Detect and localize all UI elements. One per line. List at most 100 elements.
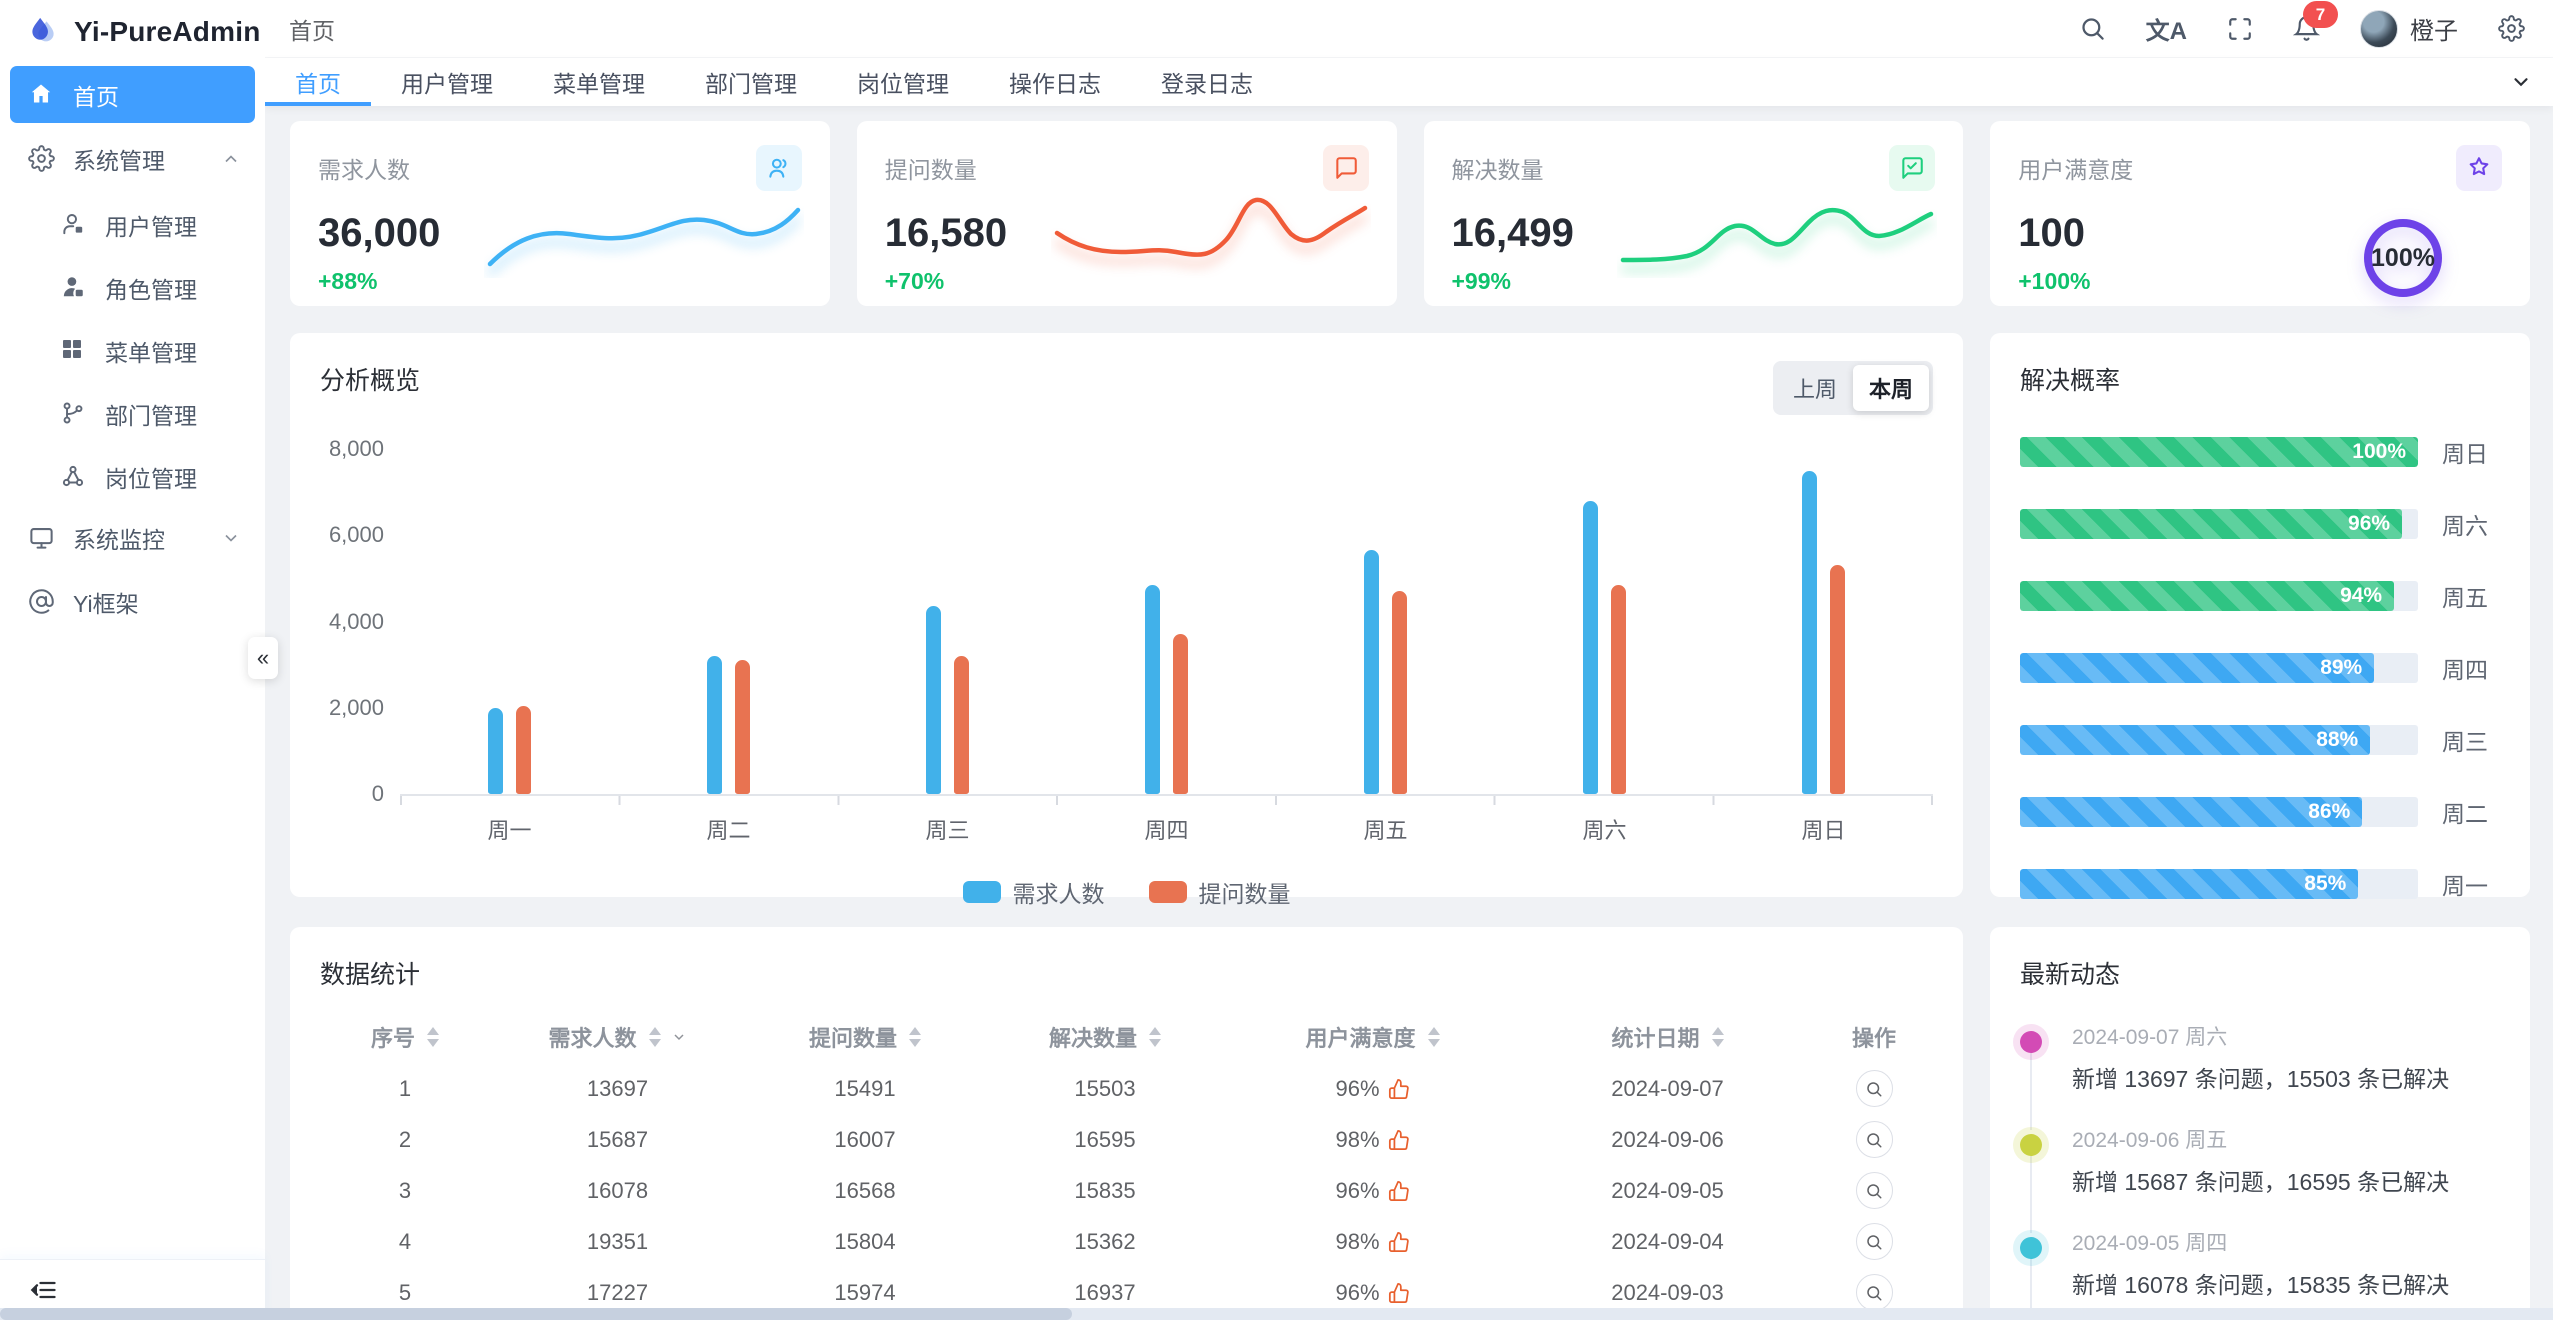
- card-delta: +100%: [2018, 268, 2091, 294]
- progress-track: 100%: [2020, 437, 2418, 467]
- column-header-solved[interactable]: 解决数量: [985, 1021, 1225, 1053]
- sort-carets-icon[interactable]: [909, 1027, 921, 1047]
- thumbs-up-icon: [1388, 1282, 1410, 1304]
- column-header-date[interactable]: 统计日期: [1520, 1021, 1815, 1053]
- cell-solved: 15503: [1074, 1075, 1136, 1101]
- bar-group: [1714, 449, 1933, 794]
- card-title: 提问数量: [884, 157, 977, 183]
- x-axis-label: 周三: [925, 818, 970, 843]
- solve-bar-fill: 85%: [2020, 869, 2358, 899]
- menu-fold-icon[interactable]: [26, 1272, 62, 1308]
- bell-icon[interactable]: 7: [2289, 1, 2338, 46]
- progress-track: 86%: [2020, 797, 2418, 827]
- last-week-button[interactable]: 上周: [1777, 365, 1853, 411]
- card-title: 需求人数: [318, 157, 410, 183]
- view-row-button[interactable]: [1855, 1070, 1893, 1107]
- sort-carets-icon[interactable]: [427, 1027, 439, 1047]
- sort-carets-icon[interactable]: [648, 1027, 661, 1047]
- content: 需求人数 36,000 +88% 提问数量 16,580 +70%: [265, 106, 2553, 1320]
- filter-chevron-icon[interactable]: [671, 1029, 687, 1045]
- column-header-seq[interactable]: 序号: [320, 1021, 490, 1053]
- progress-track: 94%: [2020, 581, 2418, 611]
- bar-需求人数: [1802, 470, 1817, 794]
- breadcrumb[interactable]: 首页: [289, 17, 335, 44]
- data-statistics-panel: 数据统计 序号 需求人数 提问数量 解决数量 用户满意度 统计日期 操作 1: [290, 927, 1963, 1320]
- home-icon: [28, 81, 56, 109]
- tab-operation-log[interactable]: 操作日志: [979, 58, 1131, 106]
- sidebar-item-label: 首页: [73, 83, 119, 110]
- cell-seq: 3: [398, 1177, 412, 1203]
- view-row-button[interactable]: [1855, 1121, 1893, 1158]
- horizontal-scrollbar[interactable]: [0, 1308, 2553, 1320]
- sort-carets-icon[interactable]: [1427, 1027, 1440, 1047]
- translate-icon[interactable]: 文A: [2142, 7, 2191, 50]
- tab-login-log[interactable]: 登录日志: [1131, 58, 1283, 106]
- settings-gear-icon[interactable]: [2494, 11, 2529, 46]
- user-menu[interactable]: 橙子: [2356, 6, 2462, 52]
- cell-satisfaction: 96%: [1335, 1177, 1380, 1203]
- sidebar-item-role-management[interactable]: 角色管理: [10, 257, 255, 319]
- solve-bar-row: 86% 周二: [2020, 795, 2500, 829]
- column-header-demand[interactable]: 需求人数: [490, 1021, 745, 1053]
- bar-chart-plot: [400, 449, 1933, 796]
- sidebar-item-department-management[interactable]: 部门管理: [10, 383, 255, 445]
- tab-department-management[interactable]: 部门管理: [675, 58, 827, 106]
- week-toggle: 上周 本周: [1772, 361, 1933, 415]
- search-icon[interactable]: [2075, 11, 2110, 46]
- sidebar-collapse-button[interactable]: «: [248, 637, 278, 679]
- tab-home[interactable]: 首页: [265, 58, 371, 106]
- sort-carets-icon[interactable]: [1711, 1027, 1724, 1047]
- tab-user-management[interactable]: 用户管理: [371, 58, 523, 106]
- cell-demand: 13697: [586, 1075, 649, 1101]
- cell-satisfaction: 98%: [1335, 1126, 1380, 1152]
- progress-track: 89%: [2020, 653, 2418, 683]
- column-header-questions[interactable]: 提问数量: [745, 1021, 985, 1053]
- tab-menu-management[interactable]: 菜单管理: [523, 58, 675, 106]
- y-axis: 8,000 6,000 4,000 2,000 0: [320, 436, 400, 806]
- cell-solved: 16937: [1074, 1279, 1136, 1305]
- timeline-date: 2024-09-05 周四: [2072, 1232, 2228, 1255]
- card-value: 16,499: [1451, 211, 1574, 255]
- sidebar-item-system-management[interactable]: 系统管理: [10, 130, 255, 187]
- fullscreen-icon[interactable]: [2223, 12, 2257, 46]
- timeline-dot: [2020, 1031, 2042, 1053]
- solve-bar-label: 周一: [2442, 873, 2488, 899]
- bar-group: [1276, 449, 1495, 794]
- column-header-satisfaction[interactable]: 用户满意度: [1225, 1021, 1520, 1053]
- legend-item[interactable]: 提问数量: [1148, 875, 1291, 909]
- at-sign-icon: [28, 588, 56, 616]
- scrollbar-thumb[interactable]: [0, 1308, 1073, 1320]
- bar-需求人数: [488, 707, 503, 794]
- logo[interactable]: Yi-PureAdmin: [0, 0, 265, 64]
- tab-post-management[interactable]: 岗位管理: [827, 58, 979, 106]
- card-title: 解决数量: [1451, 157, 1544, 183]
- sidebar-item-post-management[interactable]: 岗位管理: [10, 446, 255, 508]
- logo-drop-icon: [26, 15, 60, 49]
- cell-demand: 16078: [586, 1177, 649, 1203]
- solve-bar-row: 89% 周四: [2020, 651, 2500, 685]
- role-icon: [60, 274, 88, 302]
- cell-date: 2024-09-06: [1611, 1126, 1724, 1152]
- tabs-menu-chevron-icon[interactable]: [2489, 58, 2553, 106]
- cell-date: 2024-09-05: [1611, 1177, 1724, 1203]
- app-title: Yi-PureAdmin: [74, 16, 261, 47]
- timeline-dot: [2020, 1237, 2042, 1259]
- sidebar-item-menu-management[interactable]: 菜单管理: [10, 320, 255, 382]
- gear-icon: [28, 144, 56, 173]
- this-week-button[interactable]: 本周: [1852, 365, 1929, 411]
- bottom-row: 数据统计 序号 需求人数 提问数量 解决数量 用户满意度 统计日期 操作 1: [290, 927, 2530, 1320]
- legend-item[interactable]: 需求人数: [962, 875, 1105, 909]
- sidebar-item-home[interactable]: 首页: [10, 66, 255, 123]
- solve-bar-fill: 88%: [2020, 725, 2370, 755]
- progress-track: 96%: [2020, 509, 2418, 539]
- sidebar-item-system-monitor[interactable]: 系统监控: [10, 509, 255, 566]
- sidebar-item-user-management[interactable]: 用户管理: [10, 194, 255, 256]
- view-row-button[interactable]: [1855, 1274, 1893, 1311]
- stat-card-solved: 解决数量 16,499 +99%: [1423, 121, 1964, 306]
- view-row-button[interactable]: [1855, 1223, 1893, 1260]
- sort-carets-icon[interactable]: [1149, 1027, 1161, 1047]
- legend-chip: [962, 881, 1001, 903]
- sidebar-item-yi-framework[interactable]: Yi框架: [10, 573, 255, 630]
- view-row-button[interactable]: [1855, 1172, 1893, 1209]
- y-axis-tick: 2,000: [328, 694, 384, 720]
